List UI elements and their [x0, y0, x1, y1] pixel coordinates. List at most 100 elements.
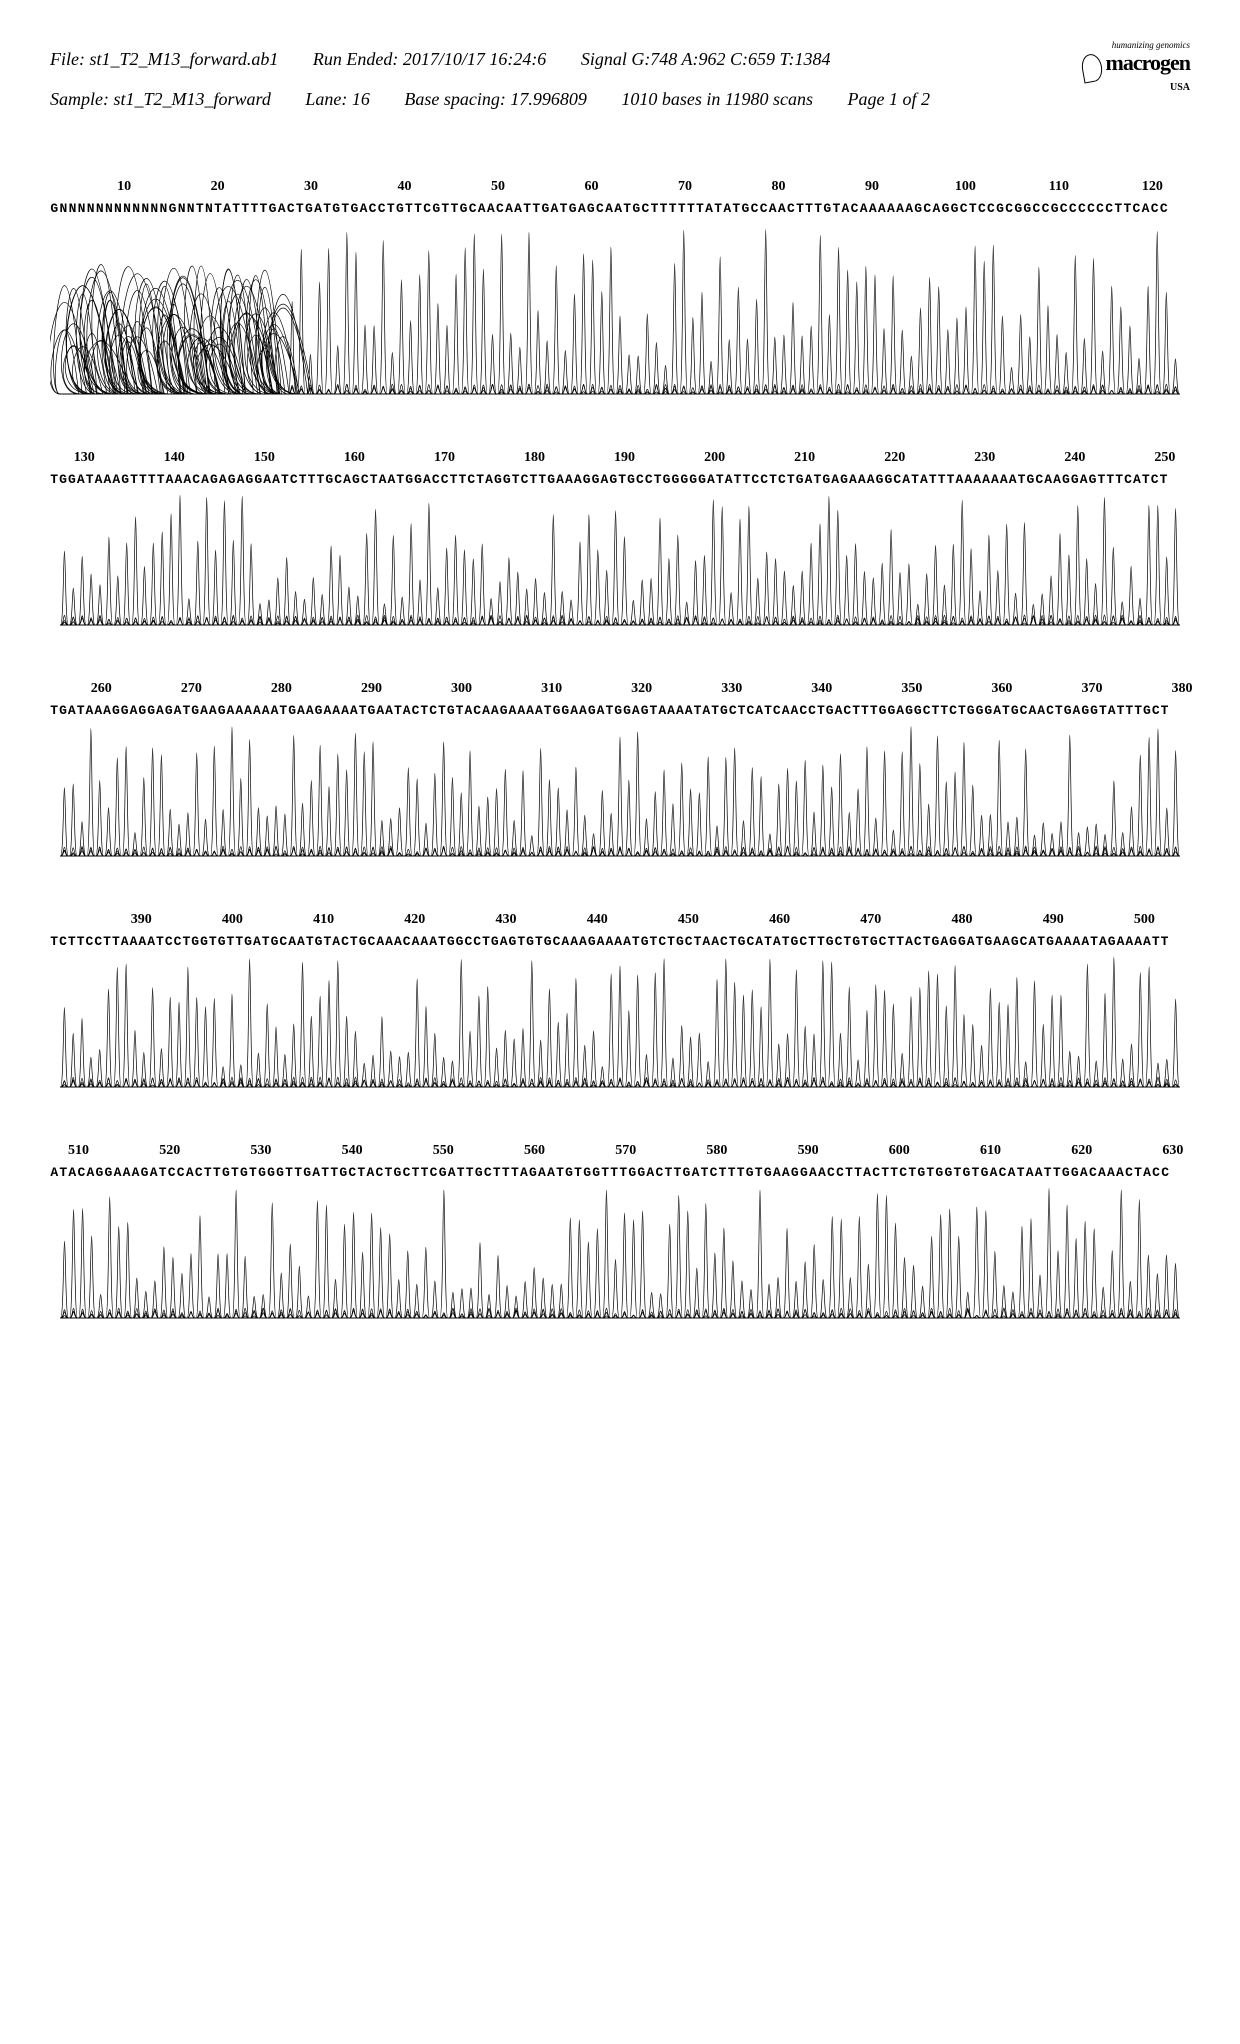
sequence-text: TGATAAAGGAGGAGATGAAGAAAAAATGAAGAAAATGAAT… [50, 703, 1190, 718]
ruler-tick: 500 [1134, 912, 1155, 928]
ruler-tick: 360 [991, 681, 1012, 697]
ruler-tick: 370 [1081, 681, 1102, 697]
ruler-tick: 580 [706, 1143, 727, 1159]
trace-channel [60, 957, 1180, 1087]
ruler-tick: 490 [1043, 912, 1064, 928]
ruler-tick: 320 [631, 681, 652, 697]
ruler-tick: 330 [721, 681, 742, 697]
ruler-tick: 250 [1154, 450, 1175, 466]
trace-channel [50, 232, 1180, 394]
trace-channel [60, 496, 1180, 625]
ruler-tick: 620 [1071, 1143, 1092, 1159]
ruler-tick: 530 [250, 1143, 271, 1159]
ruler-tick: 540 [342, 1143, 363, 1159]
trace-channel [60, 1189, 1180, 1319]
position-ruler: 510 520 530 540 550 560 570 580 590 600 610 620 630 [50, 1143, 1190, 1163]
trace-channel [60, 961, 1180, 1087]
ruler-tick: 160 [344, 450, 365, 466]
trace-channel [60, 727, 1180, 856]
trace-channel [60, 495, 1180, 625]
ruler-tick: 340 [811, 681, 832, 697]
ruler-tick: 310 [541, 681, 562, 697]
ruler-tick: 20 [211, 179, 225, 195]
ruler-tick: 480 [952, 912, 973, 928]
trace-channel [60, 735, 1180, 856]
ruler-tick: 300 [451, 681, 472, 697]
ruler-tick: 430 [496, 912, 517, 928]
ruler-tick: 150 [254, 450, 275, 466]
position-ruler: 390400410420430440450460470480490500 [50, 912, 1190, 932]
ruler-tick: 230 [974, 450, 995, 466]
ruler-tick: 270 [181, 681, 202, 697]
ruler-tick: 600 [889, 1143, 910, 1159]
ruler-tick: 100 [955, 179, 976, 195]
ruler-tick: 610 [980, 1143, 1001, 1159]
chromatogram-trace [50, 491, 1190, 631]
ruler-tick: 400 [222, 912, 243, 928]
ruler-tick: 40 [398, 179, 412, 195]
file-label: File: st1_T2_M13_forward.ab1 [50, 49, 278, 69]
chromatogram-panel: 260 270 280 290 300 310 320 330 340 350 360 370 380 T… [50, 681, 1190, 862]
trace-channel [51, 230, 1180, 394]
trace-channel [60, 732, 1180, 856]
ruler-tick: 170 [434, 450, 455, 466]
ruler-tick: 60 [585, 179, 599, 195]
ruler-tick: 120 [1142, 179, 1163, 195]
ruler-tick: 50 [491, 179, 505, 195]
chromatogram-panel: 390400410420430440450460470480490500TCTT… [50, 912, 1190, 1093]
ruler-tick: 380 [1172, 681, 1193, 697]
ruler-tick: 520 [159, 1143, 180, 1159]
ruler-tick: 390 [131, 912, 152, 928]
sequence-text: TGGATAAAGTTTTAAACAGAGAGGAATCTTTGCAGCTAAT… [50, 472, 1190, 487]
ruler-tick: 140 [164, 450, 185, 466]
chromatogram-trace [50, 953, 1190, 1093]
chromatogram-trace [50, 1184, 1190, 1324]
logo-mark-icon [1079, 52, 1104, 83]
chromatogram-panel: 510 520 530 540 550 560 570 580 590 600 610 620 630 A… [50, 1143, 1190, 1324]
chromatogram-panels: 102030405060708090100110120GNNNNNNNNNNNN… [50, 179, 1190, 1324]
sequence-text: TCTTCCTTAAAATCCTGGTGTTGATGCAATGTACTGCAAA… [50, 934, 1190, 949]
trace-channel [60, 959, 1180, 1087]
ruler-tick: 30 [304, 179, 318, 195]
ruler-tick: 550 [433, 1143, 454, 1159]
sequence-text: GNNNNNNNNNNNNGNNTNTATTTTGACTGATGTGACCTGT… [50, 201, 1190, 216]
ruler-tick: 440 [587, 912, 608, 928]
ruler-tick: 630 [1162, 1143, 1183, 1159]
ruler-tick: 190 [614, 450, 635, 466]
ruler-tick: 290 [361, 681, 382, 697]
trace-channel [60, 506, 1180, 626]
ruler-tick: 180 [524, 450, 545, 466]
ruler-tick: 560 [524, 1143, 545, 1159]
ruler-tick: 220 [884, 450, 905, 466]
ruler-tick: 510 [68, 1143, 89, 1159]
page-header: File: st1_T2_M13_forward.ab1 Run Ended: … [50, 40, 1190, 119]
ruler-tick: 80 [771, 179, 785, 195]
ruler-tick: 590 [798, 1143, 819, 1159]
chromatogram-trace [50, 722, 1190, 862]
ruler-tick: 450 [678, 912, 699, 928]
brand-logo: humanizing genomics macrogen USA [1082, 40, 1190, 93]
ruler-tick: 570 [615, 1143, 636, 1159]
logo-sub: USA [1082, 82, 1190, 93]
position-ruler: 130140150160170180190200210220230240250 [50, 450, 1190, 470]
logo-tagline: humanizing genomics [1082, 40, 1190, 50]
ruler-tick: 410 [313, 912, 334, 928]
ruler-tick: 350 [901, 681, 922, 697]
position-ruler: 260 270 280 290 300 310 320 330 340 350 360 370 380 [50, 681, 1190, 701]
ruler-tick: 460 [769, 912, 790, 928]
trace-channel [60, 496, 1180, 625]
ruler-tick: 260 [91, 681, 112, 697]
chromatogram-trace [50, 220, 1190, 400]
ruler-tick: 10 [117, 179, 131, 195]
position-ruler: 102030405060708090100110120 [50, 179, 1190, 199]
ruler-tick: 470 [860, 912, 881, 928]
sequence-text: ATACAGGAAAGATCCACTTGTGTGGGTTGATTGCTACTGC… [50, 1165, 1190, 1180]
ruler-tick: 90 [865, 179, 879, 195]
signal-label: Signal G:748 A:962 C:659 T:1384 [581, 49, 831, 69]
ruler-tick: 110 [1049, 179, 1069, 195]
lane-label: Lane: 16 [305, 89, 370, 109]
header-info: File: st1_T2_M13_forward.ab1 Run Ended: … [50, 40, 960, 119]
ruler-tick: 280 [271, 681, 292, 697]
ruler-tick: 210 [794, 450, 815, 466]
logo-brand: macrogen [1106, 50, 1190, 75]
